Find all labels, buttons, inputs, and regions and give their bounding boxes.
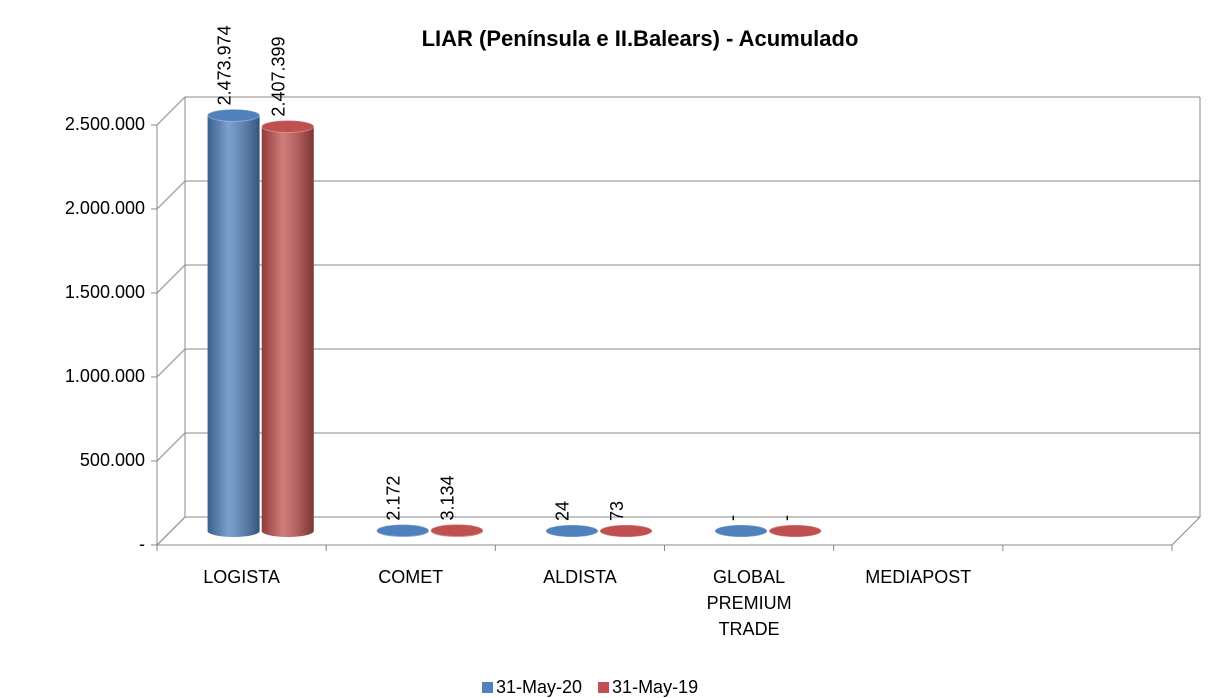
value-label: - <box>722 515 742 521</box>
value-label: 24 <box>553 501 573 521</box>
grid-line <box>156 264 1200 294</box>
y-tick-label: 2.000.000 <box>65 198 145 218</box>
x-tick-label: GLOBAL PREMIUM TRADE <box>707 567 792 639</box>
bar-top <box>376 524 430 538</box>
legend-swatch <box>482 682 493 693</box>
bar-shade <box>261 120 314 537</box>
grid-line <box>156 516 1200 546</box>
bar-shade <box>207 109 260 537</box>
legend-label: 31-May-19 <box>612 677 698 697</box>
x-tick-label: COMET <box>378 567 443 587</box>
value-label: 73 <box>607 501 627 521</box>
bar-top <box>261 120 315 134</box>
y-tick-label: - <box>139 534 145 554</box>
value-label: 3.134 <box>438 475 458 520</box>
legend-label: 31-May-20 <box>496 677 582 697</box>
y-tick-label: 1.500.000 <box>65 282 145 302</box>
legend-swatch <box>598 682 610 693</box>
grid-line <box>156 96 1200 126</box>
grid-line <box>156 348 1200 378</box>
x-tick-label: LOGISTA <box>203 567 280 587</box>
x-tick-label: MEDIAPOST <box>865 567 971 587</box>
value-label: 2.172 <box>384 476 404 521</box>
bar-top <box>430 523 484 537</box>
x-tick-label: ALDISTA <box>543 567 617 587</box>
bar-top <box>768 524 822 538</box>
bar-top <box>599 524 653 538</box>
y-tick-label: 2.500.000 <box>65 114 145 134</box>
grid-line <box>156 180 1200 210</box>
bar-top <box>545 524 599 538</box>
bar-top <box>207 108 261 122</box>
chart-title: LIAR (Península e II.Balears) - Acumulad… <box>422 26 859 51</box>
value-label: 2.473.974 <box>214 25 234 105</box>
value-label: - <box>776 515 796 521</box>
bar-top <box>714 524 768 538</box>
value-label: 2.407.399 <box>268 36 288 116</box>
y-tick-label: 1.000.000 <box>65 366 145 386</box>
grid-line <box>156 432 1200 462</box>
y-tick-label: 500.000 <box>80 450 145 470</box>
